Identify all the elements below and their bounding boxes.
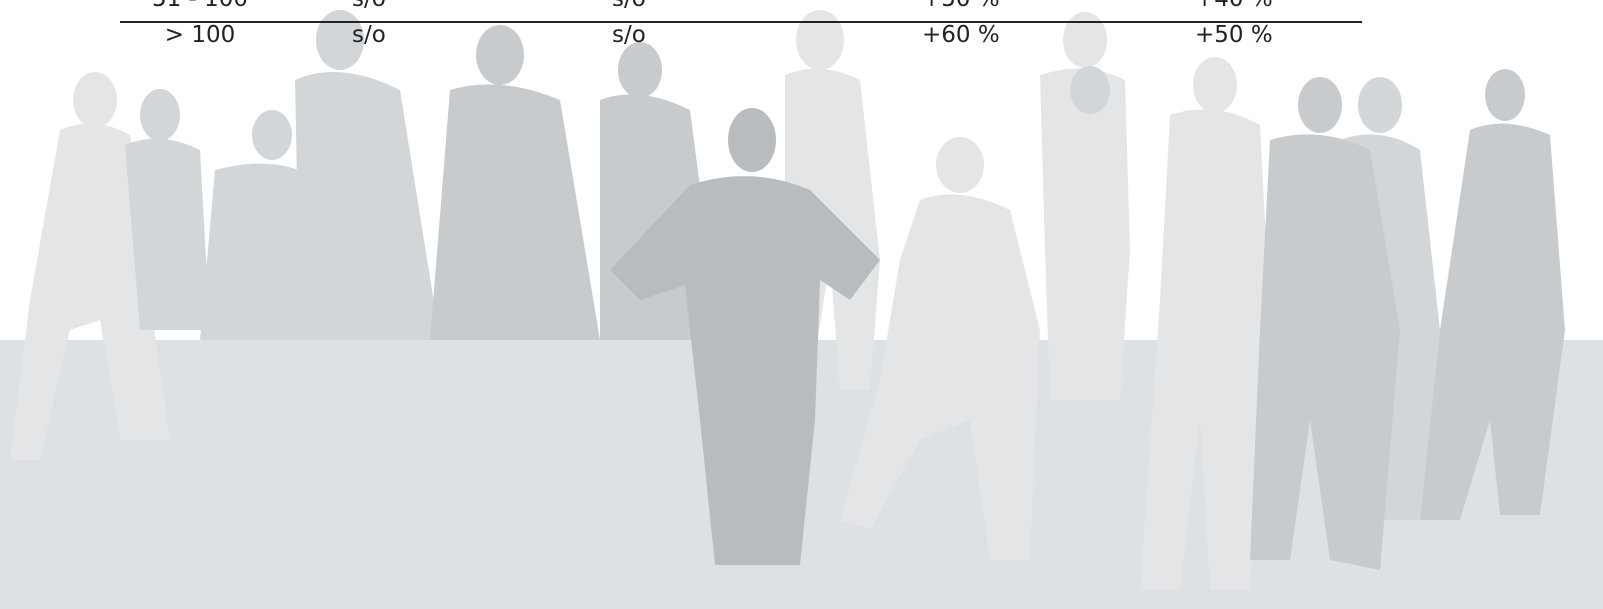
table-cell: 51 - 100 [152, 0, 248, 12]
table-cell: s/o [352, 0, 386, 12]
table-cell: s/o [612, 0, 646, 12]
table-cell: > 100 [165, 22, 235, 48]
table-cell: +40 % [1195, 0, 1273, 12]
table-cell: +50 % [922, 0, 1000, 12]
table-cell: +50 % [1195, 22, 1273, 48]
page: 51 - 100 s/o s/o +50 % +40 % > 100 s/o s/o +60 %… [0, 0, 1603, 609]
table-cell: s/o [612, 22, 646, 48]
table-cell: s/o [352, 22, 386, 48]
table-cell: +60 % [922, 22, 1000, 48]
